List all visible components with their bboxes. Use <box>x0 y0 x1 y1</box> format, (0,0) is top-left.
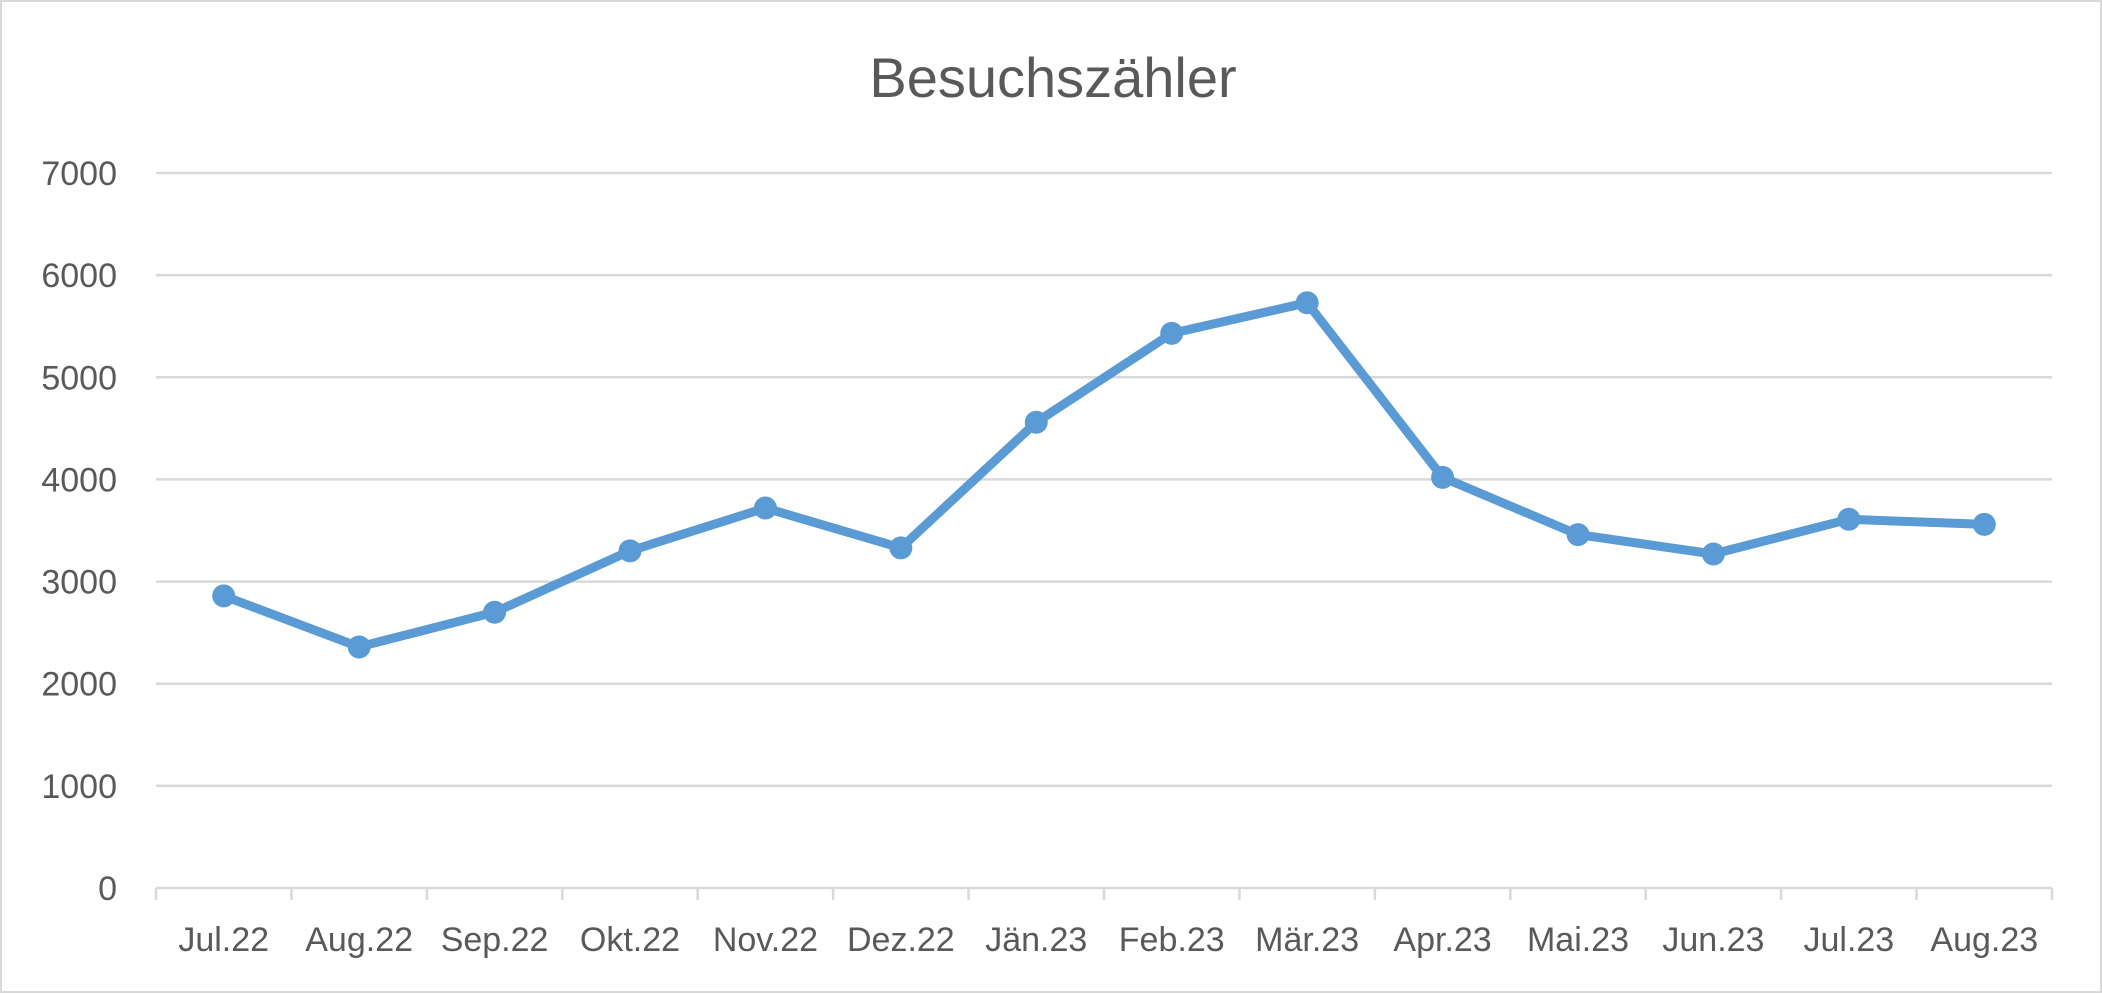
y-tick-label: 7000 <box>41 155 117 193</box>
data-point-Sep.22 <box>483 600 507 624</box>
data-point-Jul.23 <box>1837 507 1861 531</box>
gridlines <box>156 171 2052 788</box>
y-tick-label: 0 <box>98 870 117 908</box>
x-tick-label: Jun.23 <box>1662 921 1764 959</box>
y-tick-label: 6000 <box>41 257 117 295</box>
y-tick-label: 5000 <box>41 359 117 397</box>
y-tick-label: 1000 <box>41 768 117 806</box>
x-tick-label: Dez.22 <box>847 921 955 959</box>
x-tick-label: Sep.22 <box>441 921 549 959</box>
series-visits <box>212 291 1996 659</box>
x-tick-label: Feb.23 <box>1119 921 1225 959</box>
data-point-Mär.23 <box>1295 291 1319 315</box>
x-tick-label: Okt.22 <box>580 921 680 959</box>
x-tick-label: Mai.23 <box>1527 921 1629 959</box>
data-point-Jun.23 <box>1701 542 1725 566</box>
x-tick-label: Jän.23 <box>985 921 1087 959</box>
x-tick-label: Nov.22 <box>713 921 818 959</box>
x-axis: Jul.22 Aug.22 Sep.22 Okt.22 Nov.22 Dez.22 Jän.… <box>154 886 2054 959</box>
data-point-Dez.22 <box>889 536 913 560</box>
y-tick-label: 3000 <box>41 564 117 602</box>
x-tick-label: Aug.23 <box>1930 921 2038 959</box>
data-point-Nov.22 <box>753 496 777 520</box>
data-point-Jul.22 <box>212 584 236 608</box>
x-tick-label: Jul.22 <box>178 921 269 959</box>
data-point-Aug.23 <box>1972 512 1996 536</box>
x-tick-label: Aug.22 <box>305 921 413 959</box>
series-line <box>219 298 1989 652</box>
data-point-Okt.22 <box>618 539 642 563</box>
data-point-Mai.23 <box>1566 523 1590 547</box>
data-point-Aug.22 <box>347 635 371 659</box>
x-tick-label: Apr.23 <box>1393 921 1491 959</box>
y-tick-label: 4000 <box>41 461 117 499</box>
x-tick-label: Jul.23 <box>1803 921 1894 959</box>
chart-title: Besuchszähler <box>869 46 1236 109</box>
y-tick-label: 2000 <box>41 666 117 704</box>
y-axis: 0 1000 2000 3000 4000 5000 6000 7000 <box>41 155 117 908</box>
x-tick-label: Mär.23 <box>1255 921 1359 959</box>
data-point-Feb.23 <box>1160 321 1184 345</box>
data-point-Apr.23 <box>1431 465 1455 489</box>
data-point-Jän.23 <box>1024 410 1048 434</box>
